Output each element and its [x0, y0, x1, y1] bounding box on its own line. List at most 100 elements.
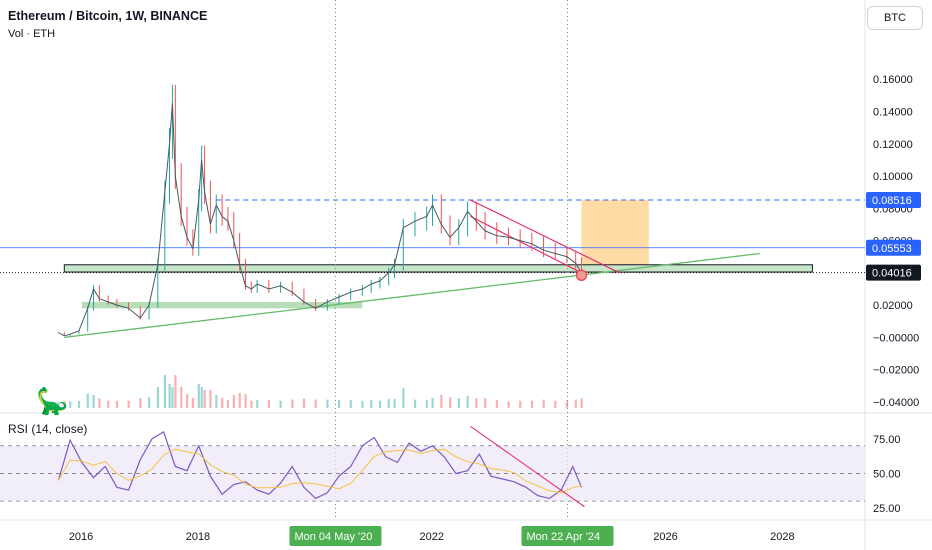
- volume-bar: [370, 400, 373, 408]
- volume-bar: [191, 397, 195, 408]
- volume-bar: [291, 399, 294, 408]
- volume-bar: [77, 400, 81, 408]
- volume-bar: [554, 400, 557, 408]
- volume-bar: [484, 398, 487, 408]
- volume-bar: [171, 387, 174, 408]
- time-tick-label: 2022: [420, 531, 444, 543]
- price-tick-label: −0.02000: [873, 365, 919, 377]
- rsi-label: RSI (14, close): [8, 422, 88, 436]
- volume-bar: [507, 401, 510, 408]
- volume-bar: [302, 398, 306, 408]
- volume-bar: [542, 399, 545, 408]
- volume-bar: [326, 399, 329, 408]
- rsi-line: [57, 431, 583, 500]
- currency-button[interactable]: BTC: [867, 6, 923, 30]
- volume-bar: [203, 390, 206, 408]
- volume-bar: [393, 399, 396, 408]
- price-label-box: [866, 239, 921, 256]
- volume-bar: [387, 399, 390, 408]
- volume-bar: [565, 400, 569, 408]
- channel-upper: [470, 199, 620, 274]
- volume-bar: [186, 394, 189, 408]
- rsi-tick-label: 25.00: [873, 503, 901, 515]
- volume-bar: [267, 400, 271, 408]
- volume-bar: [127, 400, 130, 408]
- rsi-trendline: [470, 425, 585, 508]
- volume-bar: [92, 394, 95, 408]
- volume-bar: [279, 400, 282, 408]
- crosshair-time-box: [289, 526, 382, 546]
- time-tick-label: 2028: [770, 531, 794, 543]
- price-line: [58, 103, 582, 337]
- rsi-ma-line: [57, 448, 582, 494]
- volume-bar: [232, 394, 235, 408]
- volume-bar: [200, 387, 203, 408]
- support-trendline: [64, 252, 760, 339]
- volume-bar: [244, 394, 247, 408]
- volume-bar: [163, 375, 167, 408]
- price-tick-label: 0.02000: [873, 300, 913, 312]
- price-label: 0.05553: [872, 243, 912, 255]
- volume-bar: [580, 398, 583, 408]
- volume-bar: [440, 394, 443, 408]
- support-zone: [63, 264, 813, 273]
- volume-bar: [250, 400, 253, 408]
- price-tick-label: 0.10000: [873, 171, 913, 183]
- volume-bar: [107, 400, 110, 408]
- low-zone: [81, 301, 363, 309]
- price-tick-label: −0.04000: [873, 397, 919, 409]
- volume-bar: [69, 401, 72, 408]
- volume-bar: [115, 400, 119, 408]
- rsi-tick-label: 75.00: [873, 434, 901, 446]
- time-tick-label: 2026: [653, 531, 677, 543]
- volume-bar: [226, 400, 230, 408]
- price-label: 0.08516: [872, 195, 912, 207]
- volume-bar: [475, 398, 478, 408]
- volume-bar: [168, 384, 171, 408]
- price-tick-label: −0.00000: [873, 332, 919, 344]
- volume-bar: [57, 402, 60, 408]
- volume-bar: [86, 393, 89, 408]
- volume-bar: [337, 400, 341, 408]
- volume-bar: [238, 393, 241, 408]
- volume-bar: [495, 400, 498, 408]
- volume-bar: [530, 400, 534, 408]
- volume-bar: [148, 397, 151, 408]
- volume-bar: [209, 390, 212, 408]
- volume-bar: [425, 400, 428, 408]
- volume-bar: [180, 387, 183, 408]
- volume-bar: [378, 400, 382, 408]
- channel-lower: [470, 215, 582, 274]
- price-label-box: [866, 191, 921, 208]
- volume-bar: [139, 398, 142, 408]
- volume-bar: [431, 397, 434, 408]
- volume-bar: [221, 397, 224, 408]
- position-box: [581, 199, 649, 273]
- volume-bar: [457, 398, 461, 408]
- volume-bar: [349, 400, 352, 408]
- volume-bar: [402, 388, 405, 408]
- volume-bar: [413, 399, 417, 408]
- volume-bar: [215, 394, 218, 408]
- volume-bar: [156, 387, 160, 408]
- rsi-tick-label: 50.00: [873, 468, 901, 480]
- crosshair-time-label: Mon 22 Apr '24: [527, 531, 601, 543]
- entry-marker: [575, 269, 588, 282]
- volume-bar: [98, 398, 101, 408]
- volume-bar: [574, 399, 577, 408]
- crosshair-time-label: Mon 04 May '20: [294, 531, 372, 543]
- price-label-box: [866, 264, 921, 281]
- volume-bar: [256, 400, 259, 408]
- volume-bar: [449, 397, 452, 408]
- volume-label: Vol · ETH: [8, 28, 56, 40]
- symbol-title: Ethereum / Bitcoin, 1W, BINANCE: [8, 9, 208, 23]
- volume-bar: [314, 399, 317, 408]
- volume-bar: [63, 400, 66, 408]
- tradingview-logo-icon: 🦕: [36, 386, 68, 416]
- price-tick-label: 0.14000: [873, 106, 913, 118]
- volume-bar: [466, 396, 469, 408]
- volume-bar: [174, 375, 177, 408]
- volume-bar: [361, 400, 364, 408]
